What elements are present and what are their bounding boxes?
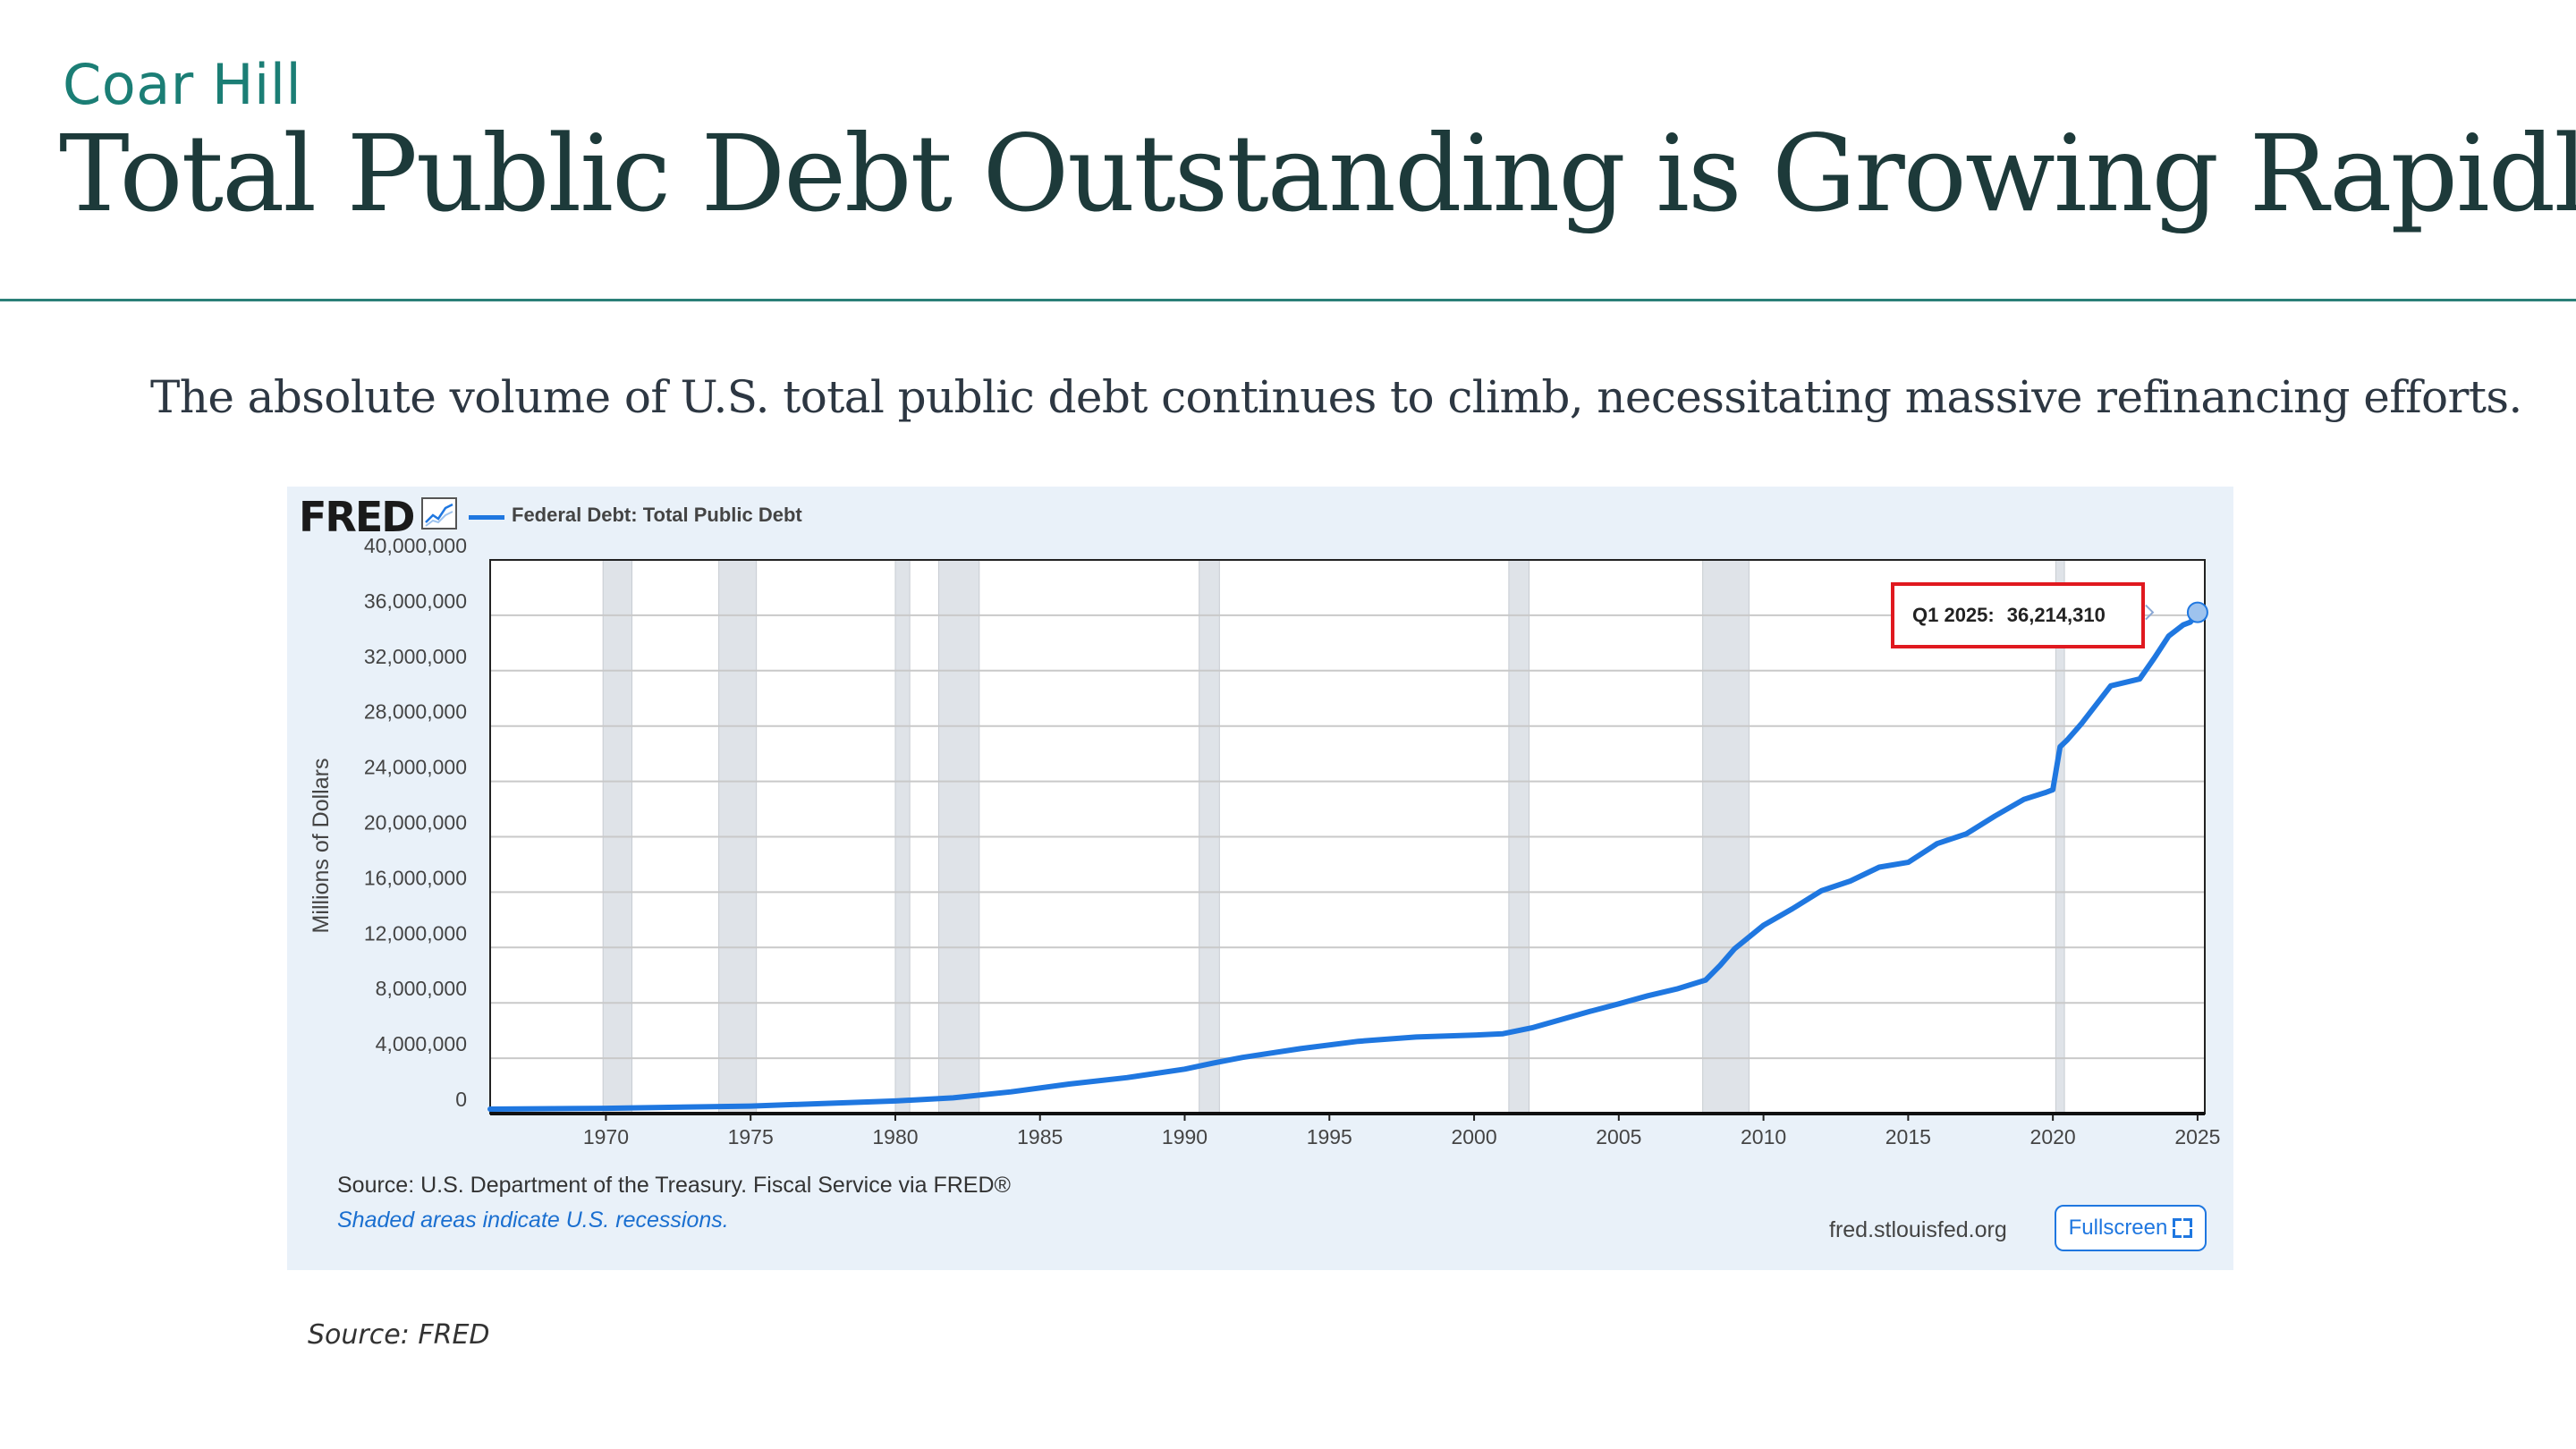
fred-source: Source: U.S. Department of the Treasury.…: [337, 1173, 1011, 1198]
fullscreen-button[interactable]: Fullscreen: [2055, 1205, 2207, 1251]
slide-subtitle: The absolute volume of U.S. total public…: [150, 371, 2522, 423]
y-tick-label: 32,000,000: [364, 645, 467, 668]
line-chart-icon: [421, 497, 457, 530]
y-tick-label: 24,000,000: [364, 756, 467, 779]
x-tick-label: 2000: [1451, 1125, 1496, 1148]
x-tick-label: 1995: [1307, 1125, 1352, 1148]
x-tick-label: 1975: [728, 1125, 774, 1148]
x-tick-label: 1990: [1162, 1125, 1208, 1148]
slide-title: Total Public Debt Outstanding is Growing…: [59, 112, 2576, 235]
y-tick-label: 4,000,000: [376, 1032, 467, 1055]
x-tick-label: 1980: [872, 1125, 918, 1148]
y-tick-label: 28,000,000: [364, 700, 467, 724]
slide-source-note: Source: FRED: [308, 1319, 490, 1351]
data-tooltip: Q1 2025: 36,214,310: [1891, 582, 2145, 648]
fred-logo[interactable]: FRED: [299, 493, 415, 541]
brand-name: Coar Hill: [63, 52, 302, 117]
fullscreen-icon: [2173, 1218, 2193, 1238]
x-tick-label: 1970: [583, 1125, 629, 1148]
y-tick-label: 20,000,000: [364, 811, 467, 835]
x-tick-label: 2005: [1596, 1125, 1641, 1148]
x-axis-ticks: 1970 1975 1980 1985 1990 1995 2000 2005 2010 2015…: [490, 1112, 2220, 1148]
debt-line-chart: 0 4,000,000 8,000,000 12,000,000 16,000,000 2…: [309, 534, 2220, 1148]
tooltip-value: 36,214,310: [2006, 604, 2106, 626]
x-tick-label: 1985: [1017, 1125, 1063, 1148]
title-divider: [0, 299, 2576, 301]
y-axis-ticks: 0 4,000,000 8,000,000 12,000,000 16,000,000 2…: [364, 534, 467, 1111]
y-axis-label: Millions of Dollars: [309, 758, 334, 934]
x-tick-label: 2020: [2030, 1125, 2076, 1148]
y-tick-label: 0: [455, 1088, 467, 1111]
latest-point-marker[interactable]: [2186, 601, 2208, 623]
x-tick-label: 2015: [1885, 1125, 1931, 1148]
legend-label: Federal Debt: Total Public Debt: [512, 504, 802, 526]
x-tick-label: 2010: [1741, 1125, 1786, 1148]
y-tick-label: 16,000,000: [364, 866, 467, 889]
y-tick-label: 12,000,000: [364, 921, 467, 945]
series-line-total-public-debt[interactable]: [487, 608, 2207, 1112]
tooltip-label: Q1 2025:: [1912, 604, 1995, 626]
y-tick-label: 8,000,000: [376, 977, 467, 1000]
fred-site-link[interactable]: fred.stlouisfed.org: [1829, 1217, 2007, 1242]
legend-swatch: [469, 515, 504, 520]
fullscreen-label: Fullscreen: [2068, 1216, 2168, 1240]
recession-note: Shaded areas indicate U.S. recessions.: [337, 1208, 729, 1233]
y-tick-label: 40,000,000: [364, 534, 467, 557]
y-tick-label: 36,000,000: [364, 589, 467, 613]
tooltip-arrow: [2145, 604, 2155, 621]
x-tick-label: 2025: [2174, 1125, 2220, 1148]
